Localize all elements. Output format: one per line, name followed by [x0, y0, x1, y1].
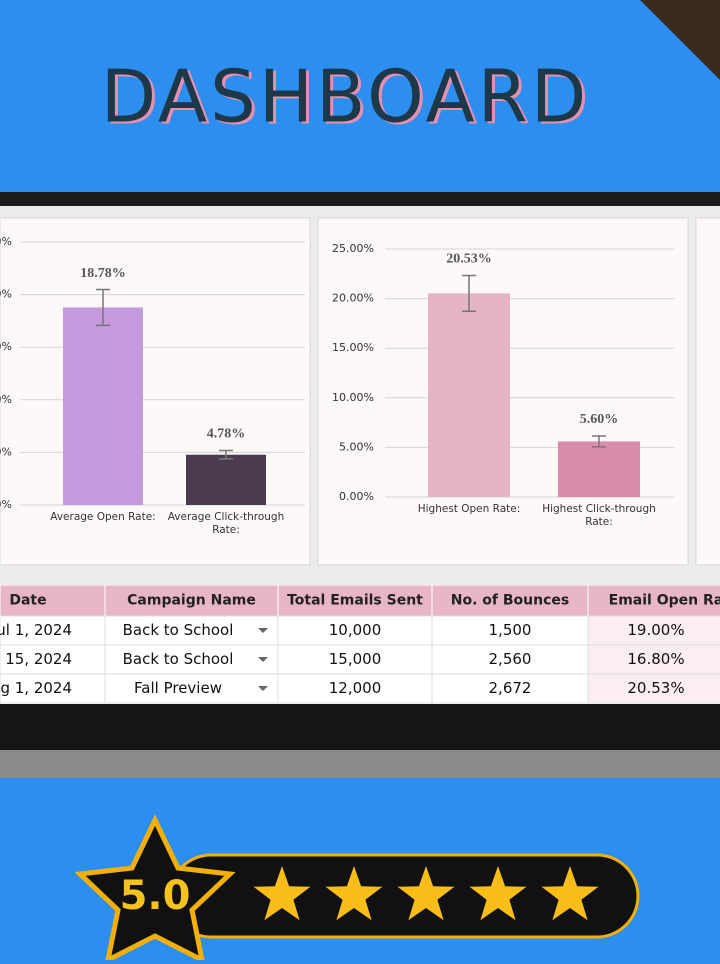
cell	[587, 615, 720, 646]
cell	[431, 644, 589, 675]
cell-text: 2,672	[489, 679, 532, 697]
cell-text: Jul 1, 2024	[0, 621, 72, 639]
y-tick-label: 20.00%	[0, 288, 12, 301]
cell	[104, 615, 279, 646]
cell-text: Fall Preview	[134, 679, 222, 697]
header-cell	[431, 585, 589, 617]
y-tick-label: 25.00%	[332, 242, 374, 255]
y-tick-label: 15.00%	[332, 341, 374, 354]
data-label: 18.78%	[80, 266, 126, 281]
cell	[587, 673, 720, 703]
star	[469, 866, 527, 921]
cell	[277, 644, 433, 675]
header-text: Total Emails Sent	[287, 593, 423, 609]
cell-text: 1,500	[489, 621, 532, 639]
data-label: 20.53%	[446, 252, 492, 267]
cell-text: Back to School	[123, 621, 234, 639]
title-shadow: DASHBOARD	[104, 57, 593, 141]
bar	[186, 454, 266, 505]
y-tick-label: 20.00%	[332, 292, 374, 305]
y-tick-label: 10.00%	[0, 393, 12, 406]
dropdown-arrow	[258, 628, 268, 633]
cell	[277, 673, 433, 703]
chart-panel	[0, 217, 311, 566]
cell-text: 20.53%	[627, 679, 684, 697]
chart-panel	[695, 217, 720, 566]
laptop-base	[0, 750, 720, 778]
error-bar	[592, 435, 606, 448]
star	[397, 866, 455, 921]
cell	[277, 615, 433, 646]
header-text: No. of Bounces	[451, 593, 569, 609]
cell	[104, 673, 279, 703]
table: Date Campaign Name Total Emails Sent No. of…	[0, 585, 720, 703]
x-tick-label: Highest Open Rate:	[418, 503, 521, 515]
dropdown-arrow	[258, 657, 268, 662]
dropdown-arrow	[258, 686, 268, 691]
y-tick-label: 5.00%	[339, 440, 374, 453]
bar	[428, 293, 510, 497]
title: DASHBOARD	[101, 55, 590, 139]
cell	[587, 644, 720, 675]
screen-bezel	[0, 192, 720, 206]
y-tick-label: 0.00%	[0, 498, 12, 511]
cell-text: 10,000	[329, 621, 382, 639]
bar	[558, 441, 640, 497]
y-tick-label: 5.00%	[0, 445, 12, 458]
bar-chart: 0.00% 5.00% 10.00% 15.00% 20.00% 25.00% 18.78%…	[0, 235, 305, 536]
x-tick-label: Highest Click-through Rate:	[542, 503, 656, 528]
star	[253, 866, 311, 921]
cell-text: Jul 15, 2024	[0, 650, 72, 668]
stars	[253, 866, 599, 921]
data-label: 5.60%	[580, 412, 619, 427]
y-tick-label: 0.00%	[339, 490, 374, 503]
y-tick-label: 15.00%	[0, 340, 12, 353]
bar	[63, 307, 143, 505]
x-tick-label: Average Open Rate:	[50, 511, 155, 523]
cell-text: 2,560	[489, 650, 532, 668]
header-text: Email Open Rate	[609, 593, 720, 609]
rating-star	[74, 814, 236, 964]
cell-text: 16.80%	[627, 650, 684, 668]
error-bar	[96, 288, 110, 327]
header-text: Campaign Name	[127, 593, 256, 609]
cell-text: Aug 1, 2024	[0, 679, 72, 697]
cell-text: 19.00%	[627, 621, 684, 639]
cell-text: 12,000	[329, 679, 382, 697]
keyboard	[0, 704, 720, 750]
corner-ribbon	[640, 0, 720, 80]
star	[325, 866, 383, 921]
cell	[0, 673, 106, 703]
data-label: 4.78%	[207, 427, 246, 442]
y-tick-label: 10.00%	[332, 391, 374, 404]
star	[541, 866, 599, 921]
cell-text: 15,000	[329, 650, 382, 668]
rating-value: 5.0	[120, 873, 191, 919]
cell-text: Back to School	[123, 650, 234, 668]
error-bar	[462, 274, 476, 312]
x-tick-label: Average Click-through Rate:	[168, 511, 285, 536]
bar-chart: 0.00% 5.00% 10.00% 15.00% 20.00% 25.00% 20.53%…	[332, 242, 675, 528]
cell	[431, 615, 589, 646]
header-text: Date	[9, 593, 46, 609]
error-bar	[219, 449, 233, 460]
y-tick-label: 25.00%	[0, 235, 12, 248]
